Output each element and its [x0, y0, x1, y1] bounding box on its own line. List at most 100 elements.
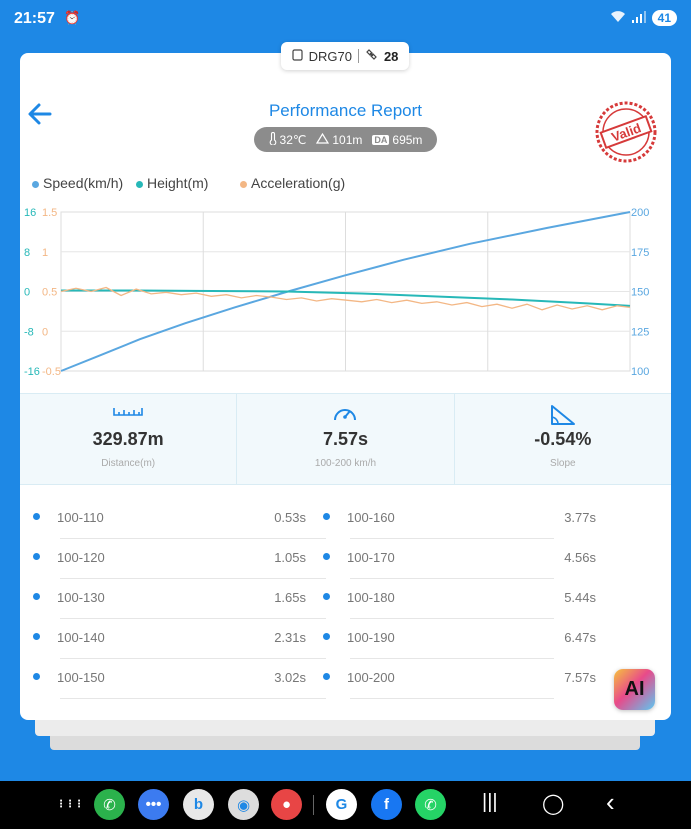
tick-label-height: 0	[24, 287, 30, 299]
stats-panel: 329.87m Distance(m) 7.57s 100-200 km/h -…	[20, 393, 671, 485]
home-button[interactable]: ◯	[542, 793, 565, 815]
split-row: 100-180 5.44s	[323, 579, 596, 619]
status-time: 21:57	[14, 10, 55, 27]
row-divider	[60, 698, 326, 699]
tick-label-height: 16	[24, 207, 36, 219]
tick-label-acceleration: 0.5	[42, 287, 57, 299]
split-row: 100-130 1.65s	[33, 579, 326, 619]
back-arrow-icon[interactable]	[26, 100, 54, 128]
tick-label-speed: 125	[631, 326, 649, 338]
phone-app-icon[interactable]: ✆	[94, 789, 125, 820]
alarm-icon: ⏰	[64, 10, 81, 25]
tick-label-acceleration: 0	[42, 326, 48, 338]
stat-slope: -0.54% Slope	[453, 394, 671, 484]
whatsapp-app-icon[interactable]: ✆	[415, 789, 446, 820]
device-icon	[291, 48, 303, 64]
split-time: 4.56s	[564, 550, 596, 565]
split-range: 100-130	[57, 590, 105, 605]
tick-label-height: -8	[24, 326, 34, 338]
split-range: 100-160	[347, 510, 395, 525]
split-time: 0.53s	[274, 510, 306, 525]
battery-indicator: 41	[651, 10, 677, 26]
tick-label-height: 8	[24, 247, 30, 259]
satellite-icon	[365, 48, 378, 64]
legend-item-height: Height(m)	[136, 175, 208, 191]
altitude-icon	[316, 132, 330, 147]
ai-assistant-button[interactable]: AI	[614, 669, 655, 710]
split-row: 100-170 4.56s	[323, 539, 596, 579]
split-bullet	[323, 633, 330, 640]
altitude-value: 101m	[332, 132, 363, 147]
google-app-icon[interactable]: G	[326, 789, 357, 820]
facebook-app-icon[interactable]: f	[371, 789, 402, 820]
split-time: 5.44s	[564, 590, 596, 605]
tick-label-speed: 175	[631, 247, 649, 259]
split-range: 100-110	[57, 510, 104, 525]
legend-item-speed: Speed(km/h)	[32, 175, 123, 191]
stat-value: 7.57s	[322, 429, 369, 449]
split-bullet	[33, 513, 40, 520]
stat-label: Distance(m)	[101, 458, 156, 469]
split-row: 100-160 3.77s	[323, 499, 596, 539]
legend-item-acceleration: Acceleration(g)	[240, 175, 345, 191]
split-time: 6.47s	[564, 630, 596, 645]
stat-label: Slope	[550, 458, 576, 469]
split-row: 100-120 1.05s	[33, 539, 326, 579]
conditions-pill: 32℃ 101m DA 695m	[254, 127, 437, 152]
slope-icon	[549, 404, 577, 431]
split-row: 100-190 6.47s	[323, 619, 596, 659]
page-title: Performance Report	[268, 101, 423, 120]
split-row: 100-200 7.57s	[323, 659, 596, 699]
performance-chart: 16 8 0 -8 -16 1.5 1 0.5 0 -0.5 200 175 150 125 100	[24, 207, 649, 378]
tick-label-height: -16	[24, 366, 40, 378]
camera-app-icon[interactable]: ◉	[228, 789, 259, 820]
split-row: 100-110 0.53s	[33, 499, 326, 539]
bing-app-icon[interactable]: b	[183, 789, 214, 820]
split-range: 100-200	[347, 670, 395, 685]
row-divider	[350, 698, 554, 699]
tick-label-speed: 200	[631, 207, 649, 219]
ruler-icon	[113, 404, 143, 423]
tick-label-speed: 150	[631, 287, 649, 299]
split-range: 100-170	[347, 550, 395, 565]
row-divider	[60, 658, 326, 659]
split-time: 2.31s	[274, 630, 306, 645]
temperature-value: 32℃	[279, 132, 307, 147]
series-line-acceleration	[60, 286, 631, 311]
legend-dot	[136, 180, 143, 188]
density-altitude-badge: DA	[372, 134, 390, 145]
row-divider	[60, 538, 326, 539]
wifi-icon	[610, 10, 626, 26]
status-icons: 41	[610, 10, 677, 26]
split-bullet	[33, 673, 40, 680]
status-bar: 21:57 ⏰ 41	[0, 0, 691, 38]
recents-button[interactable]: |||	[482, 791, 498, 813]
contacts-app-icon[interactable]: ●	[271, 789, 302, 820]
stat-distance: 329.87m Distance(m)	[20, 394, 236, 484]
split-time: 3.77s	[564, 510, 596, 525]
messages-app-icon[interactable]: •••	[138, 789, 169, 820]
satellite-count: 28	[383, 48, 399, 64]
split-bullet	[33, 633, 40, 640]
dock-divider	[313, 795, 314, 815]
split-bullet	[33, 593, 40, 600]
split-range: 100-140	[57, 630, 105, 645]
signal-icon	[631, 10, 646, 26]
split-bullet	[323, 673, 330, 680]
back-button[interactable]: ‹	[606, 787, 615, 817]
valid-stamp: Valid	[594, 100, 658, 164]
split-range: 100-190	[347, 630, 395, 645]
row-divider	[350, 538, 554, 539]
tick-label-acceleration: 1	[42, 247, 48, 259]
split-time: 1.05s	[274, 550, 306, 565]
thermometer-icon	[269, 131, 277, 148]
density-altitude-value: 695m	[392, 132, 423, 147]
tick-label-speed: 100	[631, 366, 649, 378]
split-range: 100-120	[57, 550, 105, 565]
device-name: DRG70	[308, 48, 352, 64]
divider	[357, 49, 359, 63]
legend-dot	[240, 180, 247, 188]
app-drawer-icon[interactable]: ⋮⋮⋮	[54, 789, 85, 820]
stat-label: 100-200 km/h	[314, 458, 377, 469]
device-pill[interactable]: DRG70 28	[281, 42, 409, 70]
